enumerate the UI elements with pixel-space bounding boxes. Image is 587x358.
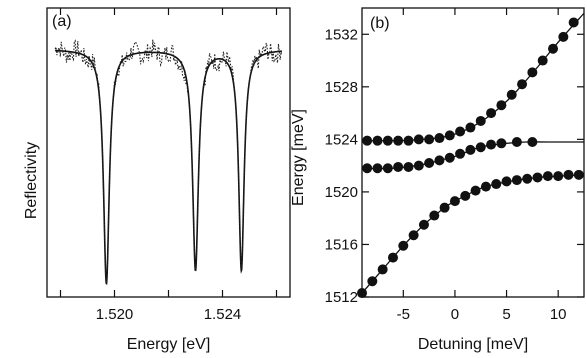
data-point-lower [367, 276, 378, 287]
data-point-upper [393, 135, 404, 146]
data-point-lower [418, 219, 429, 230]
x-axis-label-a: Energy [eV] [127, 336, 211, 353]
data-point-upper [568, 17, 579, 28]
panel-label-b: (b) [370, 15, 390, 32]
data-point-upper [527, 67, 538, 78]
y-tick-label-b: 1516 [325, 236, 358, 253]
panel-b: -5 0 5 10 1512 1516 1520 1524 1528 1532 (b) Detunin… [290, 7, 585, 353]
data-point-lower [398, 240, 409, 251]
x-tick-label-a: 1.524 [204, 306, 242, 323]
y-tick-label-b: 1524 [325, 131, 358, 148]
data-point-lower [511, 175, 522, 186]
data-point-middle [527, 136, 538, 147]
data-point-upper [537, 55, 548, 66]
data-point-upper [362, 135, 373, 146]
data-point-lower [553, 171, 564, 182]
data-point-middle [444, 152, 455, 163]
data-point-lower [542, 171, 553, 182]
fit-curve-middle [361, 141, 584, 170]
data-point-middle [511, 136, 522, 147]
data-point-lower [429, 210, 440, 221]
panel-a: 1.520 1.524 (a) Energy [eV] Reflectivity [23, 7, 291, 353]
data-point-lower [449, 196, 460, 207]
data-point-middle [465, 144, 476, 155]
data-point-lower [408, 230, 419, 241]
x-axis-label-b: Detuning [meV] [418, 336, 528, 353]
x-tick-label-a: 1.520 [96, 306, 134, 323]
x-tick-label-b: -5 [397, 306, 410, 323]
data-point-lower [491, 179, 502, 190]
data-point-upper [382, 135, 393, 146]
data-point-middle [362, 163, 373, 174]
data-point-middle [434, 155, 445, 166]
data-point-middle [455, 148, 466, 159]
y-axis-label-b: Energy [meV] [290, 109, 307, 206]
data-point-upper [403, 135, 414, 146]
data-point-upper [434, 133, 445, 144]
data-point-lower [357, 288, 367, 299]
data-point-upper [424, 134, 435, 145]
data-point-upper [548, 43, 559, 54]
y-tick-label-b: 1532 [325, 26, 358, 43]
data-point-lower [377, 264, 388, 275]
y-tick-label-b: 1528 [325, 79, 358, 96]
data-point-upper [558, 31, 569, 42]
data-point-upper [486, 108, 497, 119]
data-point-middle [372, 163, 383, 174]
data-point-lower [387, 252, 398, 263]
data-point-middle [382, 163, 393, 174]
data-point-middle [393, 161, 404, 172]
data-point-upper [413, 134, 424, 145]
panel-label-a: (a) [52, 13, 72, 30]
plot-frame-b [361, 7, 585, 298]
y-axis-label-a: Reflectivity [23, 142, 40, 219]
data-point-lower [522, 173, 533, 184]
data-point-lower [501, 176, 512, 187]
data-point-upper [465, 122, 476, 133]
data-point-lower [563, 169, 574, 180]
reflectivity-fit-curve [55, 49, 282, 285]
data-point-lower [573, 169, 584, 180]
data-point-middle [403, 161, 414, 172]
data-point-middle [413, 160, 424, 171]
data-point-middle [486, 139, 497, 150]
data-point-lower [480, 181, 491, 192]
data-point-middle [424, 158, 435, 169]
y-tick-label-b: 1520 [325, 184, 358, 201]
data-point-lower [532, 172, 543, 183]
data-point-upper [475, 115, 486, 126]
y-tick-label-b: 1512 [325, 289, 358, 306]
data-point-upper [496, 100, 507, 111]
data-point-upper [517, 79, 528, 90]
reflectivity-measured-curve [54, 39, 283, 284]
data-point-upper [444, 130, 455, 141]
fit-curve-upper [361, 12, 585, 142]
x-tick-label-b: 10 [550, 306, 567, 323]
data-point-upper [506, 89, 517, 100]
data-point-upper [455, 126, 466, 137]
x-tick-label-b: 5 [502, 306, 510, 323]
data-point-middle [496, 138, 507, 149]
data-point-lower [470, 185, 481, 196]
data-point-lower [439, 202, 450, 213]
data-point-lower [460, 190, 471, 201]
x-tick-label-b: 0 [451, 306, 459, 323]
data-point-middle [475, 142, 486, 153]
data-point-upper [372, 135, 383, 146]
